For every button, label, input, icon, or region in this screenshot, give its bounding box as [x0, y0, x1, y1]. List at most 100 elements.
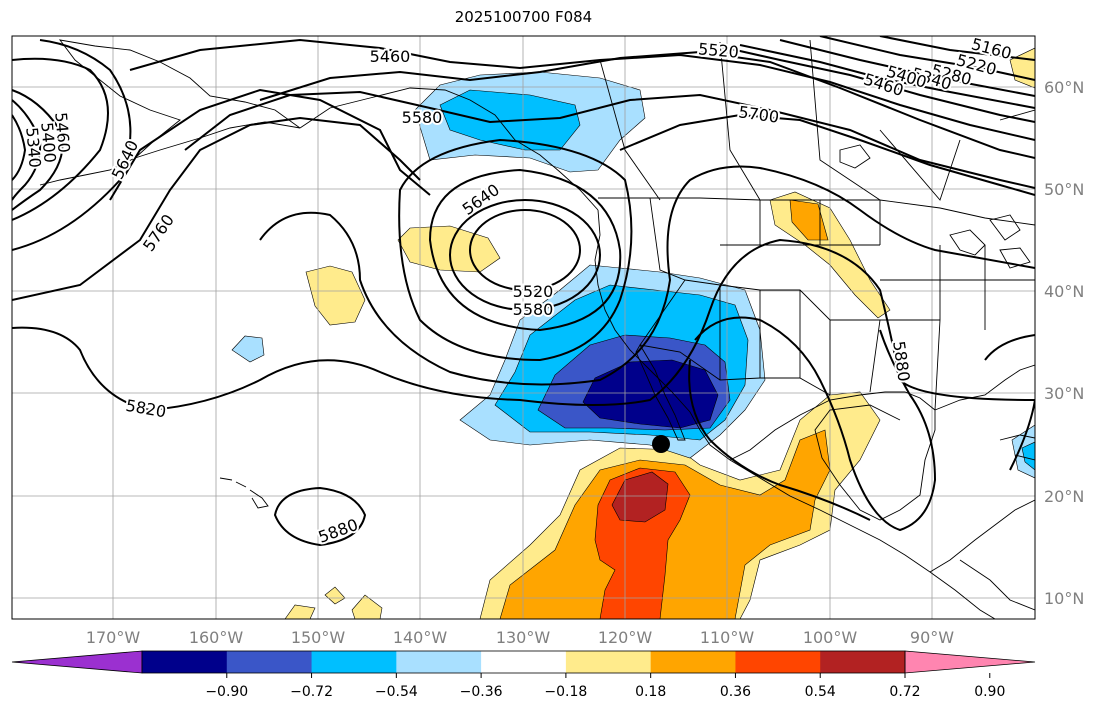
contour-5400-west	[12, 99, 42, 201]
negative-anomaly-fills	[231, 71, 1035, 479]
contour-5760-trough	[259, 165, 1035, 386]
east-canada	[839, 109, 1035, 169]
colorbar-segment	[396, 651, 482, 673]
alaska-coast	[58, 39, 301, 159]
longitude-labels: 170°W 160°W 150°W 140°W 130°W 120°W 110°…	[86, 628, 954, 647]
contour-5220	[819, 36, 1035, 81]
contour-west-extra1	[12, 57, 109, 221]
contour-5400	[699, 41, 1035, 123]
aleutians	[39, 157, 136, 186]
contour-5880-hawaii	[273, 486, 367, 547]
colorbar-segments	[11, 650, 1036, 674]
anomaly-fill-baja-dark	[582, 359, 719, 429]
lon-label-110w: 110°W	[700, 628, 755, 647]
baja-peninsula	[635, 344, 686, 441]
colorbar-tick-label: 0.54	[805, 684, 836, 700]
contour-5760	[12, 116, 421, 301]
colorbar: −0.90 −0.72 −0.54 −0.36 −0.18 0.18 0.36 0.54 0.7…	[11, 650, 1036, 700]
contour-label: 5340	[22, 126, 44, 168]
anomaly-fill-small-mid	[351, 594, 383, 619]
height-contours	[12, 36, 1035, 547]
contour-low-ring-5580	[448, 199, 602, 311]
lat-label-30: 30°N	[1044, 384, 1084, 403]
contour-label: 5520	[513, 282, 554, 301]
anomaly-fill-small-pacific	[231, 335, 265, 363]
florida	[934, 364, 1035, 411]
contour-5880-east	[1009, 399, 1035, 471]
colorbar-segment	[481, 651, 567, 673]
colorbar-tick-label: 0.72	[889, 684, 920, 700]
colorbar-segment	[142, 651, 228, 673]
contour-5880-plains	[694, 316, 937, 532]
colorbar-segment	[565, 651, 652, 673]
canada-provinces	[599, 39, 961, 201]
caribbean-islands	[999, 434, 1035, 461]
colorbar-tick-label: −0.18	[544, 684, 587, 700]
colorbar-tick-label: −0.90	[205, 684, 248, 700]
contour-5640-north	[109, 88, 431, 201]
colorbar-tick-label: 0.36	[720, 684, 751, 700]
contour-west-extra2	[12, 39, 132, 251]
colorbar-segment	[820, 651, 906, 673]
colorbar-tick-label: −0.72	[290, 684, 333, 700]
contour-5520	[259, 50, 1035, 159]
contour-5460-west	[12, 89, 64, 211]
contour-5340	[739, 44, 1035, 109]
us-mexico-border	[639, 344, 831, 396]
colorbar-ticks: −0.90 −0.72 −0.54 −0.36 −0.18 0.18 0.36 0.54 0.7…	[205, 673, 1005, 700]
colorbar-extend-low	[11, 650, 143, 674]
map-title: 2025100700 F084	[454, 8, 593, 26]
contour-low-ring-5640	[428, 168, 622, 332]
contour-label: 5580	[402, 108, 443, 127]
colorbar-segment	[311, 651, 397, 673]
colorbar-tick-label: −0.54	[375, 684, 418, 700]
lon-label-140w: 140°W	[393, 628, 448, 647]
contour-5880-mexico	[688, 359, 871, 521]
anomaly-fill-tropical-darkred	[611, 471, 669, 523]
contour-5580-north	[184, 90, 1035, 189]
colorbar-segment	[650, 651, 736, 673]
colorbar-tick-label: 0.90	[974, 684, 1005, 700]
lat-label-50: 50°N	[1044, 180, 1084, 199]
latitude-labels: 60°N 50°N 40°N 30°N 20°N 10°N	[1044, 78, 1084, 608]
map-area: 5460 5520 5160 5220 5280 5340 5400 5460 …	[12, 36, 1035, 619]
contour-low-center-5520	[468, 209, 582, 291]
contour-label: 5460	[370, 47, 411, 66]
lat-label-60: 60°N	[1044, 78, 1084, 97]
lon-label-130w: 130°W	[496, 628, 551, 647]
contour-5340-west	[12, 114, 27, 181]
lon-label-120w: 120°W	[598, 628, 653, 647]
alaska-gulf-coast	[299, 87, 599, 211]
hawaii	[219, 477, 269, 509]
contour-5700	[619, 113, 1035, 196]
positive-anomaly-fills	[284, 47, 1035, 619]
lon-label-150w: 150°W	[291, 628, 346, 647]
gulf-of-mexico-coast	[729, 391, 936, 521]
contour-5880-caribbean	[984, 334, 1035, 361]
anomaly-fill-central-pacific	[305, 265, 366, 326]
central-america	[929, 499, 1035, 611]
us-states	[639, 197, 1035, 411]
colorbar-frame	[141, 650, 906, 674]
lon-label-170w: 170°W	[86, 628, 141, 647]
contour-5160	[879, 36, 1035, 61]
lon-label-100w: 100°W	[803, 628, 858, 647]
contour-trough-5700	[398, 138, 633, 362]
colorbar-tick-label: 0.18	[635, 684, 666, 700]
lon-label-90w: 90°W	[910, 628, 954, 647]
location-marker	[652, 435, 670, 453]
north-america-west-coast	[594, 209, 996, 619]
contour-5280	[779, 39, 1035, 97]
lat-label-40: 40°N	[1044, 282, 1084, 301]
lon-label-160w: 160°W	[189, 628, 244, 647]
lat-label-10: 10°N	[1044, 589, 1084, 608]
coastlines	[39, 39, 1035, 619]
contour-5460	[129, 38, 1035, 141]
anomaly-fill-plains-inner	[789, 199, 829, 241]
colorbar-segment	[735, 651, 821, 673]
colorbar-segment	[226, 651, 313, 673]
lat-label-20: 20°N	[1044, 487, 1084, 506]
contour-label: 5400	[37, 121, 59, 163]
anomaly-fill-small-west	[284, 604, 316, 619]
